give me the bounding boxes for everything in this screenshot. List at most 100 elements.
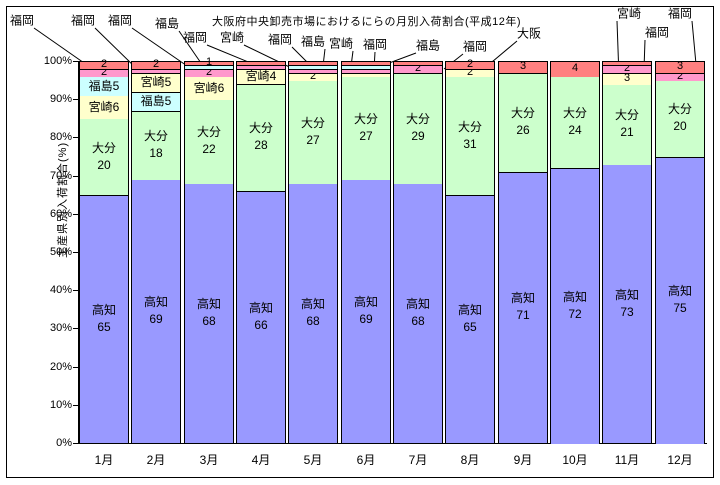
segment-3月-大分 [184, 99, 234, 184]
segment-2月-高知 [131, 179, 181, 444]
y-tick-label: 30% [49, 322, 72, 334]
segment-4月-宮崎 [236, 68, 286, 85]
segment-11月-高知 [602, 164, 652, 444]
y-tick-mark [73, 99, 78, 100]
segment-5月-大阪 [288, 61, 338, 66]
callout-label-福岡-2: 福岡 [107, 13, 133, 28]
y-tick-mark [73, 328, 78, 329]
y-tick-label: 70% [49, 170, 72, 182]
segment-2月-福岡 [131, 68, 181, 73]
segment-9月-大分 [498, 72, 548, 173]
segment-12月-大阪 [655, 61, 705, 73]
y-tick-mark [73, 290, 78, 291]
x-tick-label-9月: 9月 [513, 453, 533, 467]
callout-label-福岡-9: 福岡 [362, 37, 388, 52]
segment-12月-福岡 [655, 72, 705, 81]
y-tick-mark [73, 367, 78, 368]
segment-5月-宮崎 [288, 72, 338, 81]
callout-label-宮崎-5: 宮崎 [219, 30, 245, 45]
segment-11月-福岡 [602, 64, 652, 73]
x-tick-label-3月: 3月 [199, 453, 219, 467]
callout-label-福岡-0: 福岡 [9, 13, 35, 28]
segment-6月-大阪 [341, 61, 391, 66]
x-tick-label-4月: 4月 [251, 453, 271, 467]
segment-1月-大阪 [79, 61, 129, 70]
segment-12月-大分 [655, 80, 705, 157]
segment-6月-福島 [341, 64, 391, 70]
segment-12月-高知 [655, 156, 705, 444]
segment-7月-高知 [393, 183, 443, 444]
segment-1月-福島 [79, 76, 129, 96]
x-tick-label-1月: 1月 [94, 453, 114, 467]
segment-3月-福島 [184, 64, 234, 70]
segment-6月-宮崎 [341, 72, 391, 77]
segment-4月-大分 [236, 83, 286, 192]
segment-10月-大分 [550, 76, 600, 169]
segment-11月-大阪 [602, 61, 652, 66]
segment-5月-福島 [288, 64, 338, 70]
y-tick-label: 50% [49, 246, 72, 258]
segment-5月-高知 [288, 183, 338, 444]
segment-4月-大阪 [236, 61, 286, 66]
segment-4月-高知 [236, 190, 286, 444]
y-tick-mark [73, 443, 78, 444]
callout-label-福島-10: 福島 [415, 38, 441, 53]
segment-8月-大阪 [445, 61, 495, 70]
segment-7月-大分 [393, 72, 443, 184]
callout-label-福岡-14: 福岡 [644, 25, 670, 40]
callout-label-福岡-15: 福岡 [667, 6, 693, 21]
segment-3月-福岡 [184, 68, 234, 77]
segment-10月-高知 [550, 168, 600, 444]
segment-7月-大阪 [393, 61, 443, 66]
segment-1月-大分 [79, 118, 129, 196]
segment-6月-大分 [341, 76, 391, 180]
callout-label-福島-7: 福島 [300, 34, 326, 49]
segment-4月-福岡 [236, 64, 286, 70]
x-tick-label-12月: 12月 [667, 453, 693, 467]
segment-2月-大分 [131, 110, 181, 180]
segment-8月-宮崎 [445, 68, 495, 77]
y-tick-mark [73, 252, 78, 253]
callout-label-福岡-11: 福岡 [462, 39, 488, 54]
segment-1月-宮崎 [79, 95, 129, 119]
callout-label-福岡-6: 福岡 [267, 32, 293, 47]
segment-9月-高知 [498, 171, 548, 444]
y-tick-label: 10% [49, 399, 72, 411]
segment-11月-宮崎 [602, 72, 652, 85]
y-tick-label: 100% [43, 55, 72, 67]
x-tick-label-8月: 8月 [460, 453, 480, 467]
x-tick-label-11月: 11月 [614, 453, 640, 467]
y-tick-label: 80% [49, 131, 72, 143]
segment-10月-大阪 [550, 61, 600, 77]
segment-3月-大阪 [184, 61, 234, 66]
y-tick-mark [73, 61, 78, 62]
segment-11月-大分 [602, 83, 652, 165]
segment-9月-大阪 [498, 61, 548, 73]
y-tick-mark [73, 137, 78, 138]
segment-6月-高知 [341, 179, 391, 444]
y-axis-line [78, 61, 79, 444]
segment-2月-大阪 [131, 61, 181, 70]
x-axis-line [74, 443, 707, 444]
segment-6月-福岡 [341, 68, 391, 73]
callout-label-福島-3: 福島 [154, 16, 180, 31]
y-tick-mark [73, 214, 78, 215]
segment-1月-福岡 [79, 68, 129, 77]
callout-label-宮崎-8: 宮崎 [328, 36, 354, 51]
callout-label-宮崎-13: 宮崎 [616, 6, 642, 21]
y-tick-label: 20% [49, 361, 72, 373]
segment-2月-福島 [131, 91, 181, 112]
x-tick-label-7月: 7月 [408, 453, 428, 467]
callout-label-福岡-1: 福岡 [70, 13, 96, 28]
segment-5月-大分 [288, 80, 338, 184]
y-tick-label: 0% [56, 437, 72, 449]
callout-label-大阪-12: 大阪 [516, 26, 542, 41]
x-tick-label-10月: 10月 [562, 453, 588, 467]
segment-3月-高知 [184, 183, 234, 444]
x-tick-label-6月: 6月 [356, 453, 376, 467]
callout-label-福岡-4: 福岡 [182, 30, 208, 45]
segment-7月-福岡 [393, 64, 443, 73]
segment-5月-福岡 [288, 68, 338, 73]
segment-8月-大分 [445, 76, 495, 196]
